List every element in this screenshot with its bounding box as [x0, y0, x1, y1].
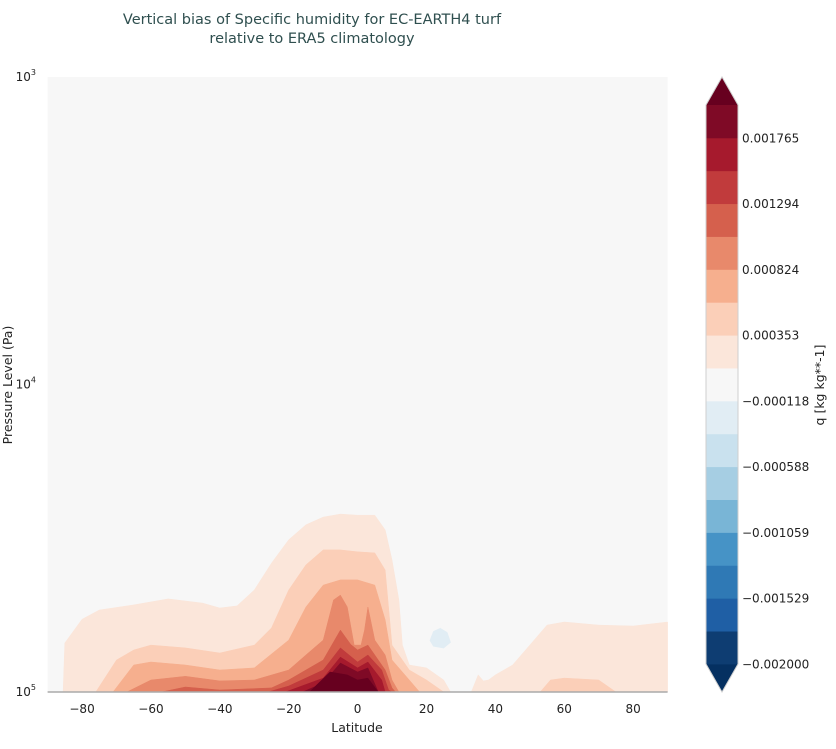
colorbar-band [706, 565, 738, 599]
colorbar-band [706, 203, 738, 237]
y-tick-label: 105 [16, 683, 36, 699]
colorbar-outline [705, 75, 739, 694]
colorbar-band [706, 368, 738, 402]
colorbar-tick-label: −0.001059 [742, 526, 809, 540]
x-axis-label: Latitude [331, 720, 383, 735]
x-tick-label: 80 [626, 702, 641, 716]
colorbar-band [706, 335, 738, 369]
colorbar-extend-min [706, 664, 738, 692]
colorbar-band [706, 466, 738, 500]
colorbar-tick-label: 0.000824 [742, 263, 799, 277]
colorbar-tick-label: −0.000588 [742, 460, 809, 474]
y-tick-label: 103 [16, 68, 36, 84]
colorbar-band [706, 598, 738, 632]
colorbar-band [706, 433, 738, 468]
colorbar-band [706, 302, 738, 336]
x-tick-label: −40 [207, 702, 232, 716]
x-tick-label: 60 [557, 702, 572, 716]
colorbar-band [706, 269, 738, 303]
colorbar: −0.002000 −0.001529 −0.001059 −0.000588 −0.0… [705, 75, 809, 694]
colorbar-extend-max [706, 77, 738, 105]
contour-region [470, 621, 668, 693]
y-axis: 103 104 105 [16, 68, 36, 699]
colorbar-label: q [kg kg**-1] [812, 345, 827, 426]
colorbar-band [706, 170, 738, 205]
plot-area [47, 77, 668, 693]
colorbar-band [706, 105, 738, 139]
x-tick-label: −60 [138, 702, 163, 716]
colorbar-tick-label: −0.002000 [742, 658, 809, 672]
contour-region [429, 627, 451, 649]
colorbar-tick-label: −0.000118 [742, 394, 809, 408]
x-axis: −80 −60 −40 −20 0 20 40 60 80 [69, 702, 640, 716]
chart-title-line-2: relative to ERA5 climatology [209, 31, 415, 47]
y-tick-label: 104 [16, 376, 36, 392]
colorbar-band [706, 532, 738, 566]
x-tick-label: 40 [488, 702, 503, 716]
colorbar-band [706, 499, 738, 533]
colorbar-tick-label: −0.001529 [742, 592, 809, 606]
x-tick-label: −20 [276, 702, 301, 716]
colorbar-tick-label: 0.000353 [742, 329, 799, 343]
colorbar-band [706, 236, 738, 270]
x-tick-label: −80 [69, 702, 94, 716]
colorbar-tick-label: 0.001294 [742, 197, 799, 211]
colorbar-band [706, 631, 738, 665]
x-tick-label: 0 [354, 702, 362, 716]
colorbar-band [706, 400, 738, 435]
x-tick-label: 20 [419, 702, 434, 716]
colorbar-band [706, 137, 738, 172]
colorbar-tick-label: 0.001765 [742, 131, 799, 145]
y-axis-label: Pressure Level (Pa) [0, 326, 15, 445]
chart-title-line-1: Vertical bias of Specific humidity for E… [123, 12, 502, 28]
